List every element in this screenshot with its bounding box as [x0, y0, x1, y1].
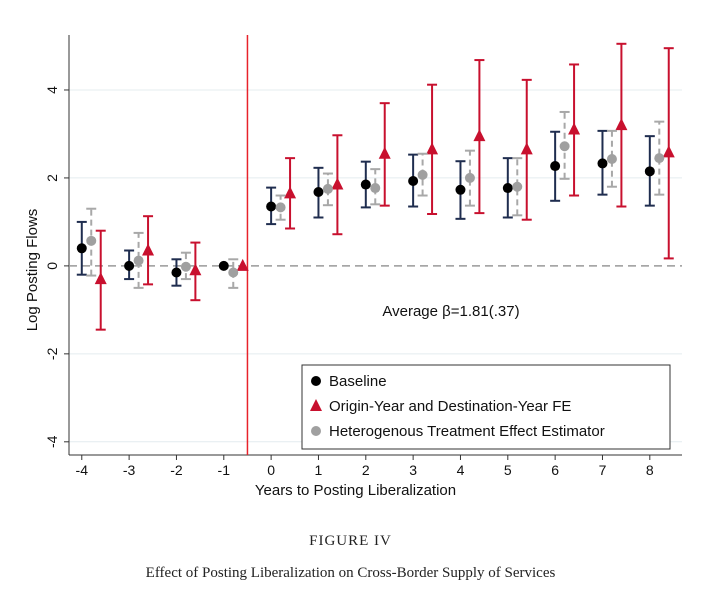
x-tick-label: 7	[599, 462, 607, 478]
data-point-triangle	[662, 145, 675, 158]
x-tick-label: 4	[457, 462, 465, 478]
data-point-circle	[408, 176, 419, 187]
data-point-triangle	[236, 258, 249, 271]
data-point-circle	[124, 260, 135, 271]
data-point-circle	[654, 153, 665, 164]
average-beta-annotation: Average β=1.81(.37)	[382, 303, 519, 320]
data-point-circle	[266, 201, 277, 212]
data-point-triangle	[426, 142, 439, 155]
y-tick-label: -4	[44, 435, 60, 448]
data-point-circle	[550, 161, 561, 172]
data-point-circle	[86, 235, 97, 246]
x-tick-label: -2	[170, 462, 183, 478]
data-point-circle	[180, 261, 191, 272]
x-tick-label: -4	[76, 462, 89, 478]
data-point-circle	[218, 260, 229, 271]
data-point-triangle	[142, 243, 155, 256]
data-point-triangle	[473, 129, 486, 142]
legend-label: Heterogenous Treatment Effect Estimator	[329, 423, 605, 440]
data-point-circle	[322, 183, 333, 194]
figure-caption: Effect of Posting Liberalization on Cros…	[145, 565, 556, 581]
data-point-circle	[597, 158, 608, 169]
x-tick-label: 5	[504, 462, 512, 478]
data-point-circle	[502, 183, 513, 194]
x-tick-label: -3	[123, 462, 136, 478]
figure-number: FIGURE IV	[309, 533, 392, 549]
x-tick-label: -1	[218, 462, 231, 478]
legend-marker-circle	[311, 376, 321, 386]
legend-marker-circle	[311, 426, 321, 436]
y-axis-label: Log Posting Flows	[24, 209, 41, 332]
y-tick-label: 2	[44, 174, 60, 182]
data-point-triangle	[568, 122, 581, 135]
data-point-circle	[171, 267, 182, 278]
data-point-circle	[606, 154, 617, 165]
coefficient-chart: -4 -2 0 2 4 -4 -3 -2 -1 0 1 2 3 4 5 6 7 8 Years to Posting…	[24, 35, 682, 499]
data-point-circle	[559, 141, 570, 152]
x-tick-label: 6	[551, 462, 559, 478]
legend-box	[301, 364, 671, 450]
data-point-circle	[455, 184, 466, 195]
y-tick-label: -2	[44, 347, 60, 360]
data-point-triangle	[284, 186, 297, 199]
x-axis-label: Years to Posting Liberalization	[255, 482, 456, 499]
data-point-circle	[313, 187, 324, 198]
y-tick-label: 0	[44, 262, 60, 270]
legend-label: Baseline	[329, 373, 387, 390]
x-tick-label: 1	[315, 462, 323, 478]
data-point-triangle	[189, 263, 202, 276]
legend-marker-triangle	[310, 399, 322, 411]
x-tick-label: 8	[646, 462, 654, 478]
data-point-circle	[512, 181, 523, 192]
data-point-circle	[417, 169, 428, 180]
legend-label: Origin-Year and Destination-Year FE	[329, 398, 571, 415]
data-point-circle	[228, 267, 239, 278]
data-point-circle	[133, 255, 144, 266]
data-point-triangle	[331, 177, 344, 190]
data-point-triangle	[94, 272, 107, 285]
data-point-triangle	[378, 146, 391, 159]
x-tick-label: 0	[267, 462, 275, 478]
y-tick-label: 4	[44, 86, 60, 94]
data-point-triangle	[520, 142, 533, 155]
x-tick-label: 2	[362, 462, 370, 478]
data-point-circle	[275, 202, 286, 213]
data-point-triangle	[615, 118, 628, 131]
x-tick-label: 3	[409, 462, 417, 478]
data-point-circle	[370, 183, 381, 194]
data-point-circle	[76, 243, 87, 254]
data-point-circle	[464, 172, 475, 183]
data-point-circle	[360, 179, 371, 190]
data-point-circle	[644, 166, 655, 177]
